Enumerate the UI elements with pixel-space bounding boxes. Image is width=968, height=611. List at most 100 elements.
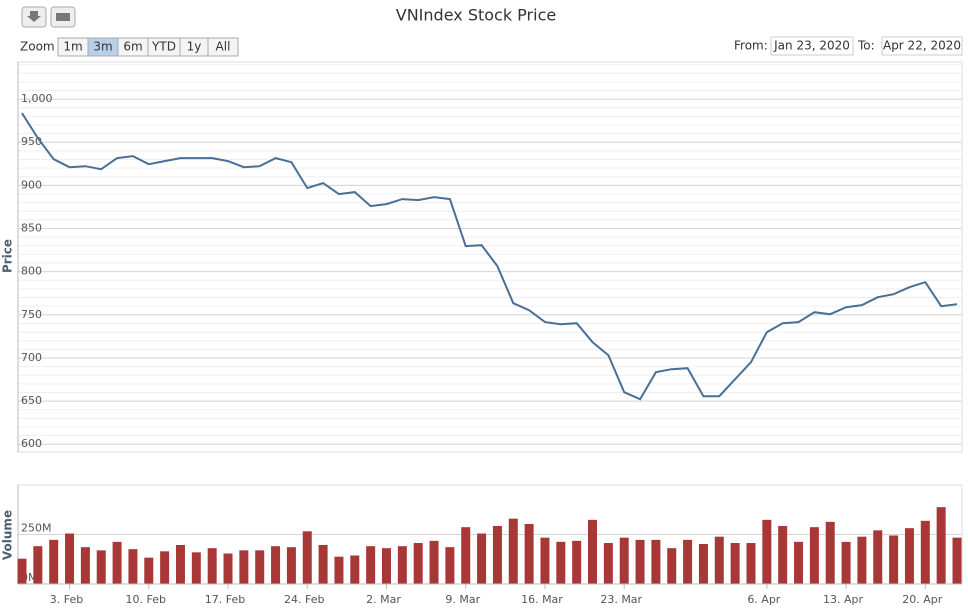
from-date[interactable]: Jan 23, 2020 — [773, 39, 850, 53]
y-tick-label: 650 — [21, 394, 42, 407]
volume-bar — [477, 533, 487, 584]
y-tick-label: 700 — [21, 351, 42, 364]
volume-bar — [461, 527, 471, 584]
volume-bar — [191, 552, 201, 584]
zoom-button-label[interactable]: 3m — [93, 40, 112, 54]
x-tick-label: 9. Mar — [445, 593, 480, 606]
volume-bar — [302, 531, 312, 584]
zoom-button-label[interactable]: 1y — [187, 40, 202, 54]
volume-bar — [920, 520, 930, 584]
x-tick-label: 10. Feb — [126, 593, 166, 606]
y-axis-title: Volume — [1, 510, 15, 560]
volume-bar — [778, 525, 788, 584]
y-tick-label: 250M — [21, 522, 52, 535]
volume-bar — [698, 544, 708, 584]
zoom-button[interactable] — [207, 37, 239, 57]
volume-bar — [556, 541, 566, 584]
volume-bar — [651, 539, 661, 584]
volume-bar — [904, 528, 914, 584]
zoom-button-label[interactable]: 6m — [123, 40, 142, 54]
from-label: From: — [734, 39, 768, 53]
volume-bar — [175, 544, 185, 584]
volume-bar — [413, 543, 423, 584]
price-line — [21, 112, 958, 401]
volume-bar — [572, 540, 582, 584]
volume-bar — [286, 547, 296, 584]
zoom-label: Zoom — [20, 40, 55, 54]
print-icon — [56, 13, 70, 21]
x-tick-label: 13. Apr — [823, 593, 863, 606]
x-tick-label: 24. Feb — [284, 593, 324, 606]
volume-bar — [825, 521, 835, 584]
volume-bar — [762, 519, 772, 584]
y-axis-title: Price — [1, 239, 15, 273]
x-tick-label: 17. Feb — [205, 593, 245, 606]
x-tick-label: 2. Mar — [366, 593, 401, 606]
zoom-button-label[interactable]: 1m — [63, 40, 82, 54]
zoom-button-label[interactable]: YTD — [151, 40, 176, 54]
volume-bar — [683, 539, 693, 584]
volume-bar — [730, 543, 740, 584]
volume-bar — [619, 537, 629, 584]
volume-bar — [381, 548, 391, 584]
volume-bar — [952, 537, 962, 584]
y-tick-label: 800 — [21, 265, 42, 278]
download-icon — [27, 11, 41, 22]
volume-bar — [540, 537, 550, 584]
volume-bar — [397, 546, 407, 584]
volume-bar — [96, 550, 106, 584]
x-tick-label: 23. Mar — [600, 593, 642, 606]
volume-bar — [873, 530, 883, 584]
volume-bar — [714, 536, 724, 584]
volume-bar — [667, 548, 677, 584]
x-tick-label: 16. Mar — [521, 593, 563, 606]
volume-bar — [318, 544, 328, 584]
volume-bar — [841, 541, 851, 584]
volume-bar — [429, 540, 439, 584]
volume-bar — [635, 539, 645, 584]
download-button[interactable] — [21, 6, 47, 28]
volume-bar — [144, 557, 154, 584]
volume-bar — [160, 551, 170, 584]
print-button[interactable] — [50, 6, 76, 28]
volume-bar — [794, 541, 804, 584]
to-date[interactable]: Apr 22, 2020 — [883, 39, 961, 53]
volume-bar — [49, 539, 59, 584]
y-tick-label: 900 — [21, 178, 42, 191]
x-tick-label: 3. Feb — [50, 593, 83, 606]
from-input[interactable] — [770, 36, 854, 56]
volume-bar — [889, 535, 899, 584]
volume-bar — [508, 518, 518, 584]
volume-bar — [809, 527, 819, 584]
volume-bar — [207, 548, 217, 584]
zoom-button-label[interactable]: All — [216, 40, 231, 54]
volume-bar — [65, 533, 75, 584]
y-tick-label: 600 — [21, 437, 42, 450]
x-tick-label: 20. Apr — [902, 593, 942, 606]
volume-bar — [350, 555, 360, 584]
volume-bar — [33, 546, 43, 584]
volume-bar — [857, 536, 867, 584]
to-label: To: — [857, 39, 875, 53]
y-tick-label: 1,000 — [21, 92, 53, 105]
y-tick-label: 750 — [21, 308, 42, 321]
volume-bar — [223, 553, 233, 584]
volume-bar — [746, 543, 756, 584]
volume-bar — [524, 524, 534, 584]
volume-bar — [445, 547, 455, 584]
chart-title: VNIndex Stock Price — [396, 6, 556, 25]
volume-bar — [334, 556, 344, 584]
volume-bar — [112, 541, 122, 584]
volume-bar — [588, 519, 598, 584]
volume-bar — [255, 550, 265, 584]
volume-bar — [128, 549, 138, 584]
y-tick-label: 950 — [21, 135, 42, 148]
volume-bar — [80, 547, 90, 584]
volume-bar — [366, 546, 376, 584]
volume-bar — [492, 525, 502, 584]
volume-bar — [603, 543, 613, 584]
volume-bar — [936, 507, 946, 584]
y-tick-label: 850 — [21, 222, 42, 235]
to-input[interactable] — [881, 36, 963, 56]
